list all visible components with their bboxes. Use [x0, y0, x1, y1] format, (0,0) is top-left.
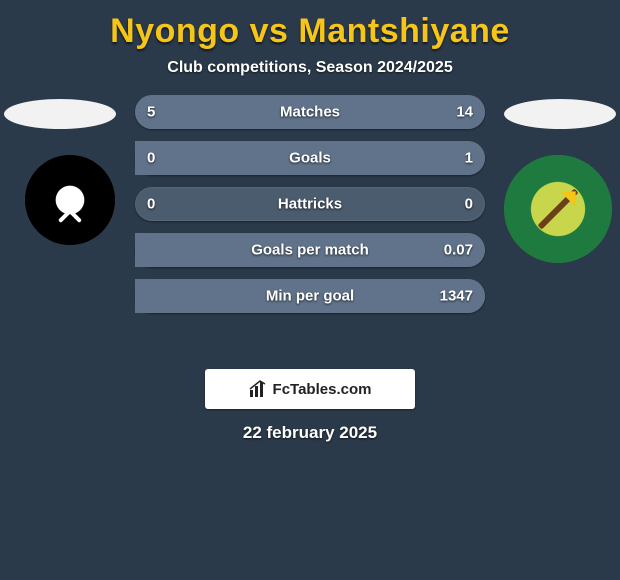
brand-badge: FcTables.com	[205, 369, 415, 409]
stat-label: Goals per match	[251, 242, 369, 259]
stat-fill-right	[226, 95, 485, 129]
stat-value-left: 0	[147, 150, 155, 167]
stat-value-right: 1347	[440, 288, 473, 305]
stat-bars: 5 14 Matches 0 1 Goals 0 0 Hattricks 0.07 Goals pe…	[135, 95, 485, 325]
stat-value-right: 1	[465, 150, 473, 167]
stat-value-left: 0	[147, 196, 155, 213]
stat-row: 0.07 Goals per match	[135, 233, 485, 267]
stat-label: Min per goal	[266, 288, 354, 305]
stat-row: 0 1 Goals	[135, 141, 485, 175]
left-country-flag	[4, 99, 116, 129]
chart-icon	[249, 380, 267, 398]
page-subtitle: Club competitions, Season 2024/2025	[0, 59, 620, 77]
comparison-stage: 5 14 Matches 0 1 Goals 0 0 Hattricks 0.07 Goals pe…	[0, 95, 620, 355]
page-title: Nyongo vs Mantshiyane	[0, 12, 620, 51]
right-country-flag	[504, 99, 616, 129]
stat-row: 1347 Min per goal	[135, 279, 485, 313]
arrow-icon	[537, 188, 578, 229]
stat-label: Goals	[289, 150, 331, 167]
stat-label: Matches	[280, 104, 340, 121]
stat-row: 0 0 Hattricks	[135, 187, 485, 221]
stat-value-right: 0	[465, 196, 473, 213]
stat-value-right: 14	[456, 104, 473, 121]
brand-text: FcTables.com	[273, 381, 372, 398]
stat-value-right: 0.07	[444, 242, 473, 259]
left-team-crest	[25, 155, 115, 245]
stat-value-left: 5	[147, 104, 155, 121]
stat-row: 5 14 Matches	[135, 95, 485, 129]
right-team-crest	[504, 155, 612, 263]
stat-label: Hattricks	[278, 196, 342, 213]
comparison-date: 22 february 2025	[0, 423, 620, 443]
